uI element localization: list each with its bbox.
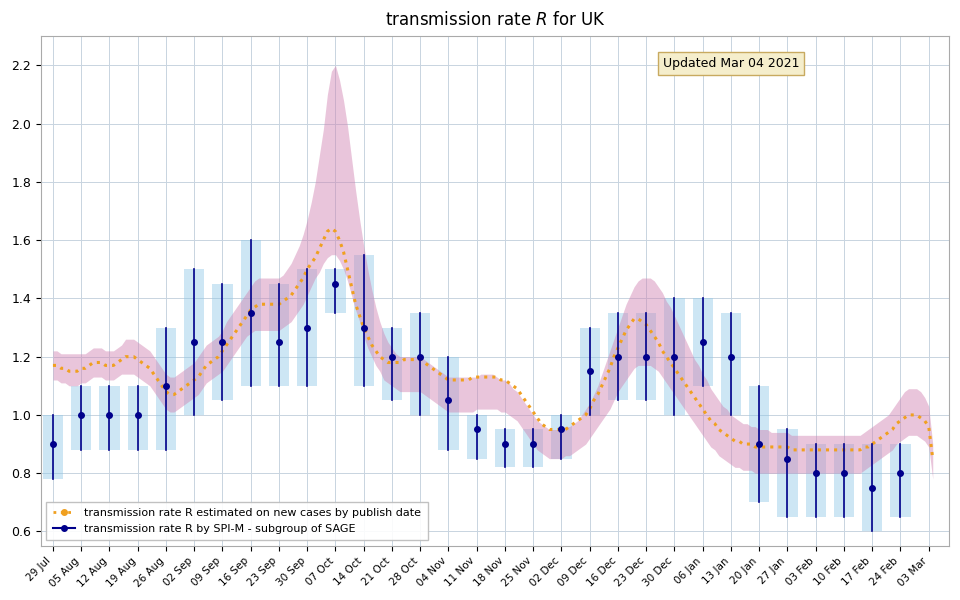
Bar: [382, 328, 402, 400]
Bar: [862, 444, 882, 532]
Bar: [467, 415, 487, 458]
Bar: [692, 298, 712, 386]
Bar: [128, 386, 148, 450]
Title: transmission rate $R$ for UK: transmission rate $R$ for UK: [385, 11, 605, 29]
Bar: [353, 255, 373, 386]
Bar: [43, 415, 63, 479]
Bar: [778, 430, 798, 517]
Bar: [805, 444, 826, 517]
Bar: [494, 430, 516, 467]
Bar: [439, 356, 459, 450]
Bar: [184, 269, 204, 415]
Bar: [834, 444, 854, 517]
Bar: [241, 240, 261, 386]
Bar: [523, 430, 543, 467]
Bar: [636, 313, 657, 400]
Bar: [580, 328, 600, 415]
Bar: [325, 269, 346, 313]
Legend: transmission rate R estimated on new cases by publish date, transmission rate R : transmission rate R estimated on new cas…: [46, 502, 428, 541]
Text: Updated Mar 04 2021: Updated Mar 04 2021: [662, 56, 800, 70]
Bar: [721, 313, 741, 415]
Bar: [99, 386, 120, 450]
Bar: [410, 313, 430, 415]
Bar: [551, 415, 571, 458]
Bar: [749, 386, 769, 502]
Bar: [71, 386, 91, 450]
Bar: [890, 444, 910, 517]
Bar: [664, 298, 684, 415]
Bar: [212, 284, 232, 400]
Bar: [608, 313, 628, 400]
Bar: [297, 269, 318, 386]
Bar: [269, 284, 289, 386]
Bar: [156, 328, 176, 450]
